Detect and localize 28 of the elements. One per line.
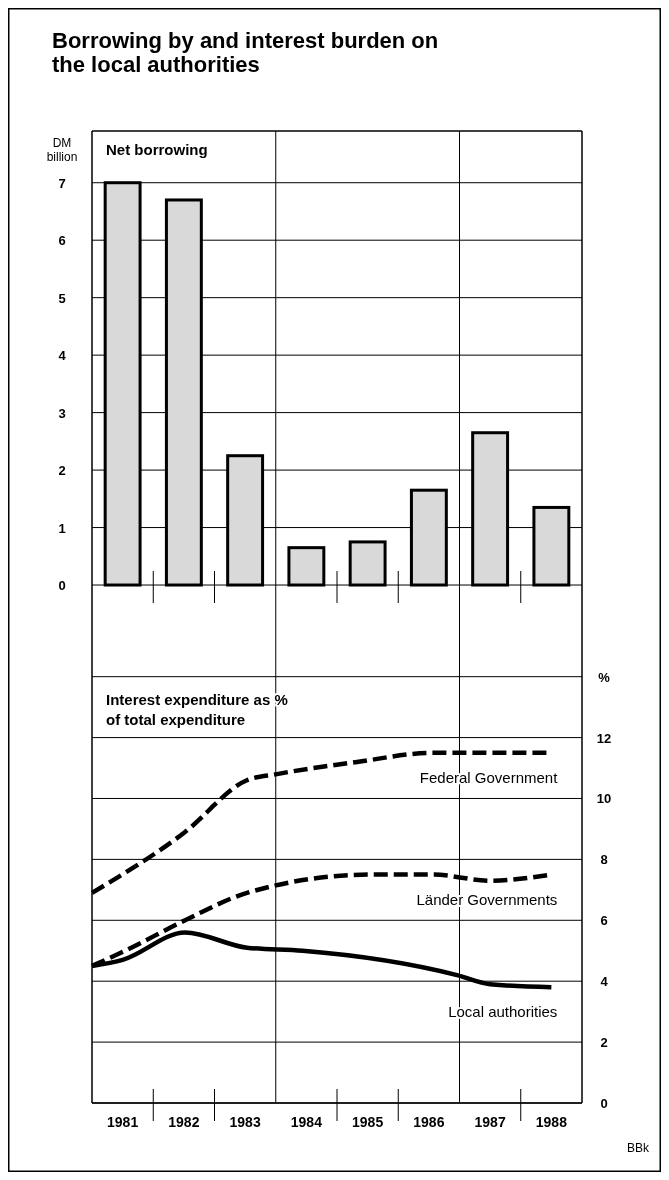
y-tick-label: 2 <box>600 1035 608 1051</box>
x-tick-label: 1984 <box>290 1114 323 1130</box>
text: Borrowing by and interest burden on the local authorities <box>52 28 439 77</box>
x-tick-label: 1988 <box>535 1114 568 1130</box>
y-tick-label: 1 <box>58 520 66 536</box>
x-tick-label: 1985 <box>352 1114 384 1130</box>
y-tick-label: 4 <box>600 974 609 990</box>
y-axis-title: % <box>598 669 611 685</box>
y-tick-label: 0 <box>58 578 66 594</box>
y-tick-label: 3 <box>58 405 66 421</box>
text: BBk <box>626 1141 650 1155</box>
y-tick-label: 8 <box>600 852 608 868</box>
x-tick-label: 1982 <box>168 1114 200 1130</box>
y-tick-label: 0 <box>600 1096 608 1111</box>
y-tick-label: 6 <box>58 233 66 249</box>
y-tick-label: 12 <box>596 730 612 746</box>
x-tick-label: 1981 <box>107 1114 139 1130</box>
x-tick-label: 1987 <box>474 1114 506 1130</box>
y-tick-label: 10 <box>596 791 612 807</box>
y-tick-label: 2 <box>58 463 66 479</box>
y-tick-label: 5 <box>58 290 66 306</box>
y-axis-title: DM billion <box>46 136 78 164</box>
text: Net borrowing <box>106 141 208 158</box>
x-tick-label: 1983 <box>229 1114 261 1130</box>
y-tick-label: 4 <box>58 348 67 364</box>
y-tick-label: 6 <box>600 913 608 929</box>
y-tick-label: 7 <box>58 175 66 191</box>
x-tick-label: 1986 <box>413 1114 445 1130</box>
